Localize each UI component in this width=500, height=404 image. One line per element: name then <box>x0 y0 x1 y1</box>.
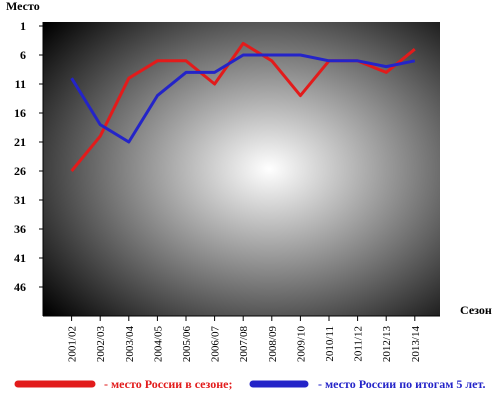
legend-label: - место России в сезоне; <box>104 377 232 391</box>
x-tick-label: 2002/03 <box>95 326 107 363</box>
x-tick-label: 2003/04 <box>124 326 136 363</box>
y-tick-label: 26 <box>14 164 26 178</box>
x-tick-label: 2009/10 <box>295 326 307 363</box>
x-tick-label: 2008/09 <box>267 326 279 363</box>
x-axis-title: Сезон <box>460 303 492 317</box>
x-tick-label: 2005/06 <box>181 326 193 363</box>
x-tick-label: 2012/13 <box>381 326 393 363</box>
plot-background <box>43 22 440 316</box>
x-tick-label: 2013/14 <box>410 326 422 363</box>
y-tick-label: 6 <box>20 48 26 62</box>
x-tick-label: 2007/08 <box>238 326 250 363</box>
y-tick-label: 36 <box>14 222 26 236</box>
x-tick-label: 2011/12 <box>353 326 365 362</box>
x-tick-label: 2010/11 <box>324 326 336 362</box>
x-tick-label: 2001/02 <box>67 326 79 362</box>
legend-label: - место России по итогам 5 лет. <box>318 377 485 391</box>
y-tick-label: 46 <box>14 280 26 294</box>
y-tick-label: 31 <box>14 193 26 207</box>
y-tick-label: 41 <box>14 251 26 265</box>
x-tick-label: 2004/05 <box>152 326 164 363</box>
y-tick-label: 21 <box>14 135 26 149</box>
y-tick-label: 1 <box>20 19 26 33</box>
series-line <box>70 53 416 144</box>
y-tick-label: 16 <box>14 106 26 120</box>
y-axis-title: Место <box>6 0 40 13</box>
x-tick-label: 2006/07 <box>210 326 222 363</box>
y-tick-label: 11 <box>15 77 26 91</box>
